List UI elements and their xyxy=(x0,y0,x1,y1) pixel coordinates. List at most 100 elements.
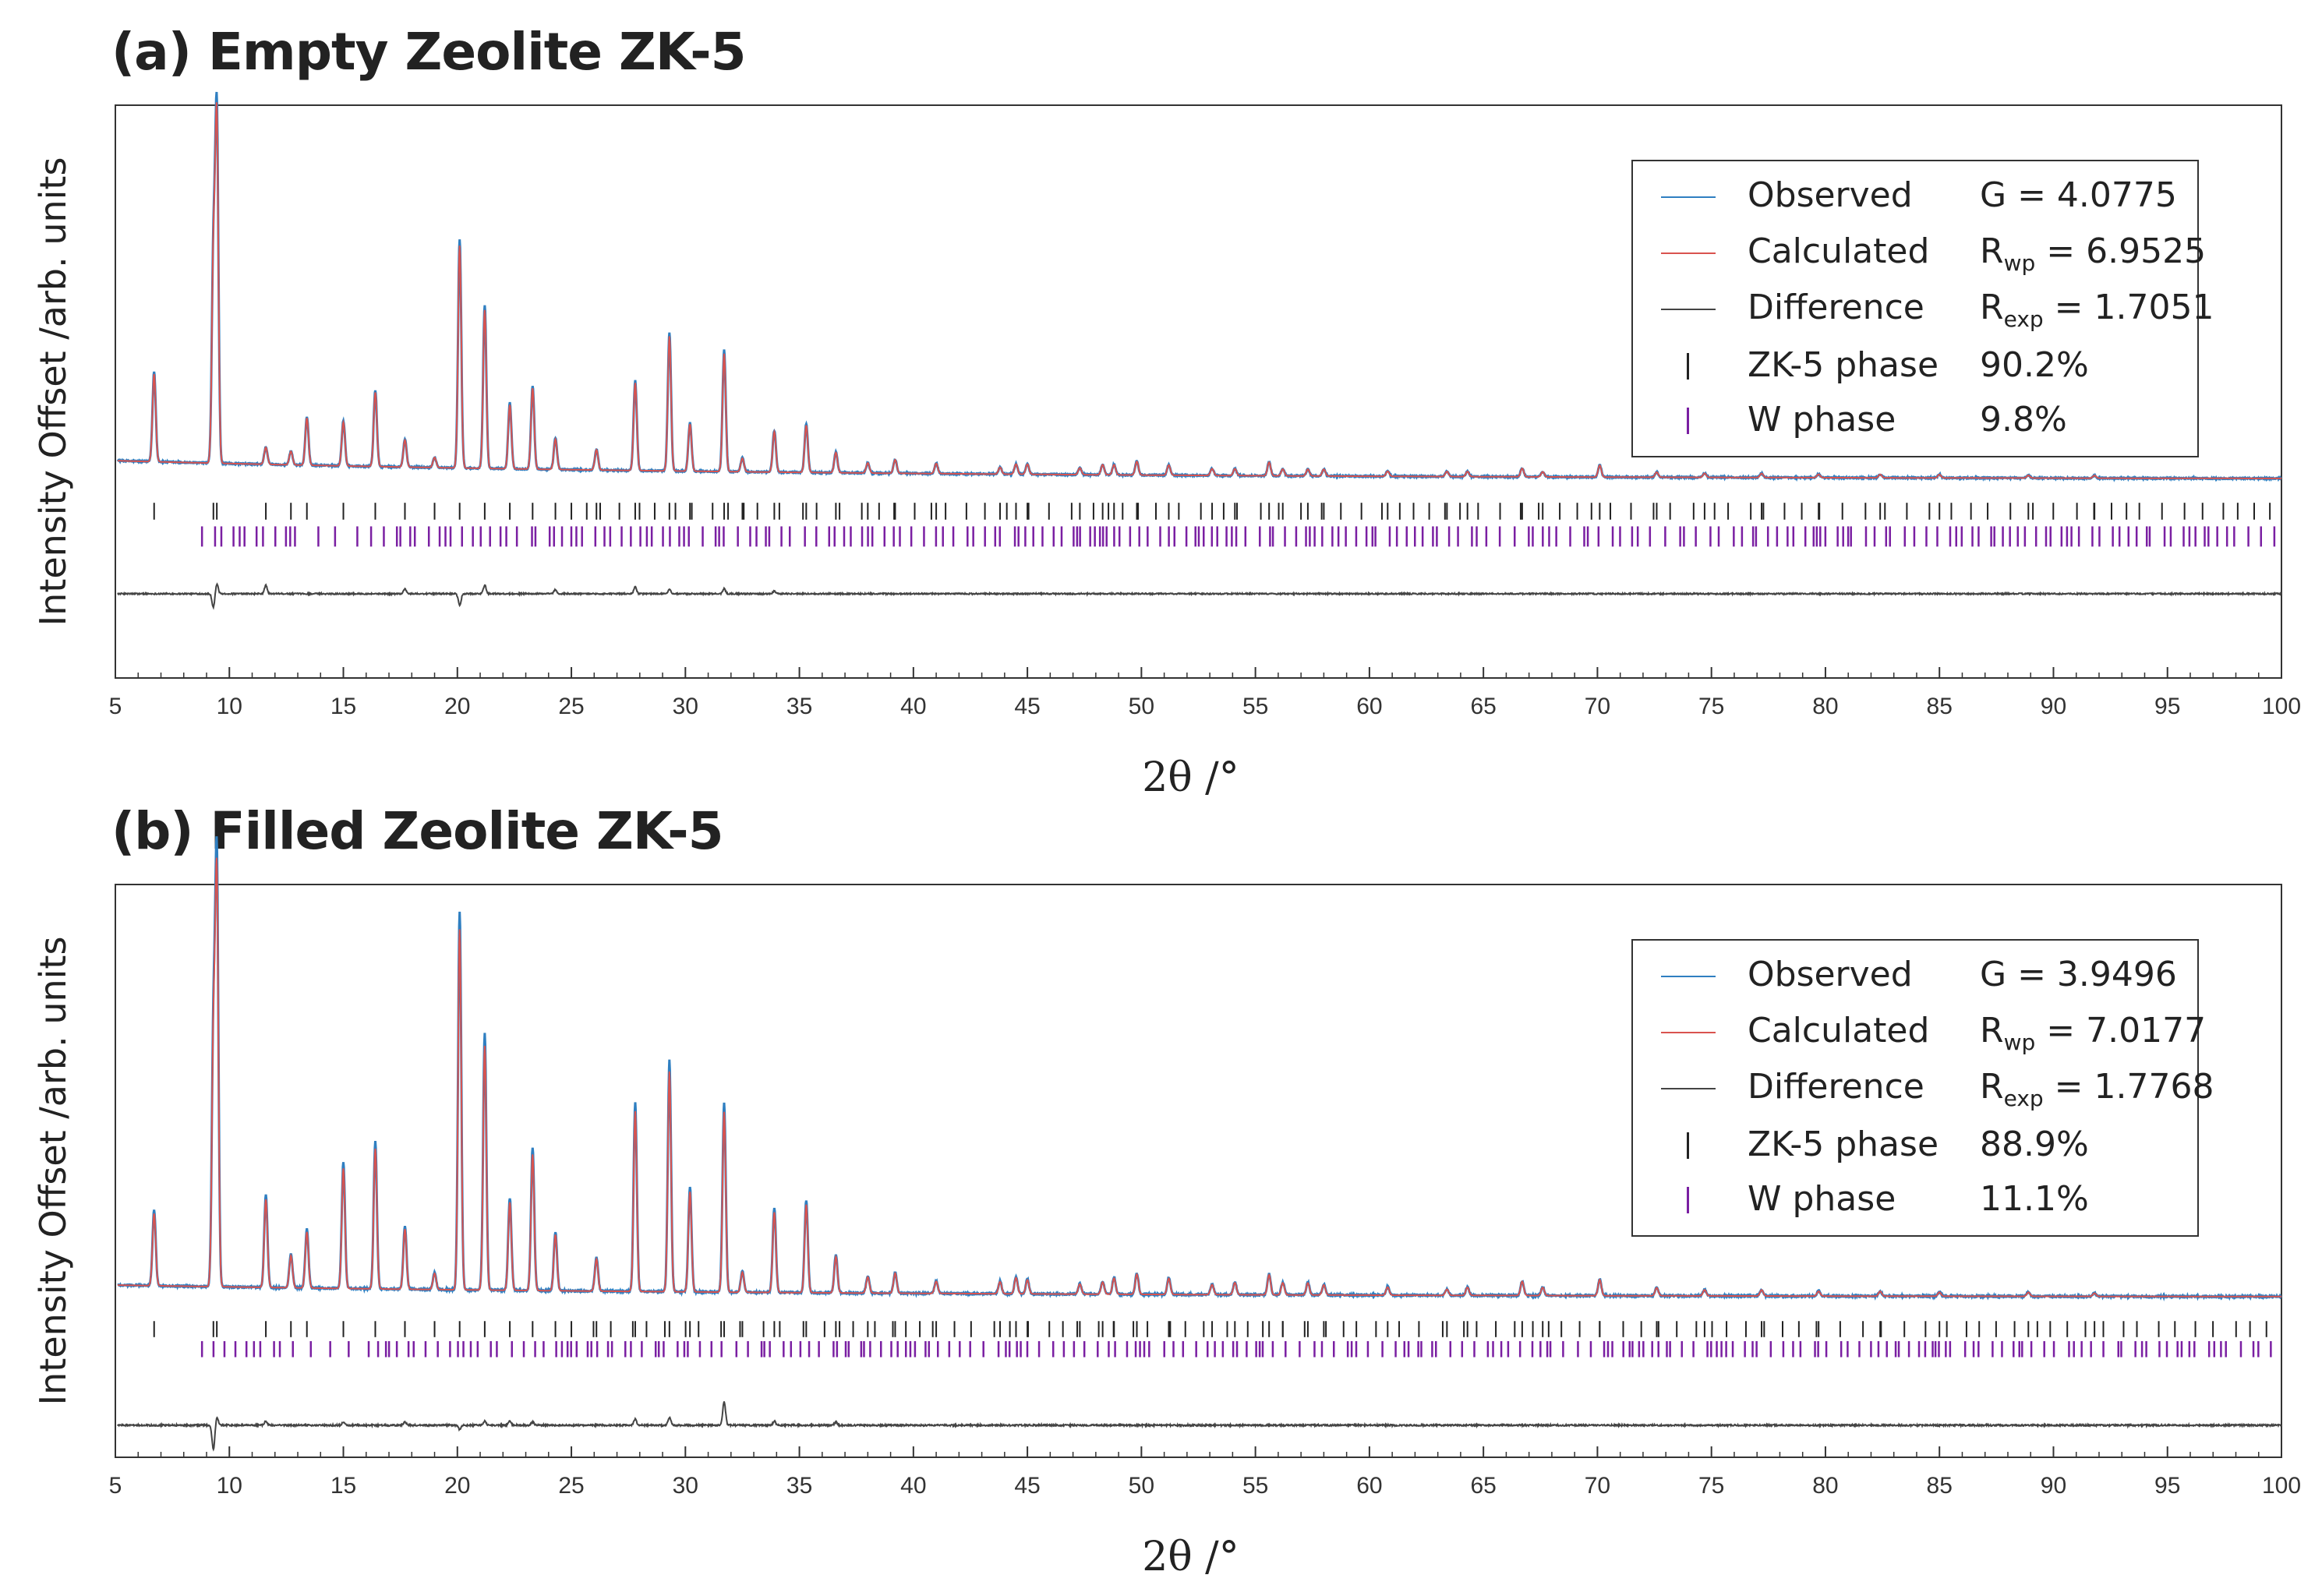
legend-label: Observed xyxy=(1748,955,1913,994)
x-tick-label: 45 xyxy=(1014,1473,1040,1499)
x-tick-label: 40 xyxy=(900,1473,926,1499)
rwp-subscript: wp xyxy=(2003,249,2036,276)
x-tick-label: 95 xyxy=(2154,694,2180,719)
w-tick-icon xyxy=(1687,408,1689,434)
zk5-tick-icon xyxy=(1687,353,1689,380)
x-tick-label: 60 xyxy=(1356,1473,1382,1499)
rexp-stat: Rexp = 1.7051 xyxy=(1980,288,2214,332)
rwp-stat: Rwp = 6.9525 xyxy=(1980,231,2207,276)
calculated-line-icon xyxy=(1661,1032,1716,1033)
rwp-subscript: wp xyxy=(2003,1029,2036,1055)
x-tick-label: 25 xyxy=(558,1473,584,1499)
x-tick-label: 70 xyxy=(1585,694,1610,719)
legend-w-phase: W phase 9.8% xyxy=(1633,395,2197,450)
x-tick-label: 55 xyxy=(1242,1473,1268,1499)
plot-frame xyxy=(115,884,2282,1458)
legend-label: Calculated xyxy=(1748,1011,1930,1050)
x-tick-label: 95 xyxy=(2154,1473,2180,1499)
x-tick-label: 85 xyxy=(1927,694,1953,719)
x-tick-label: 55 xyxy=(1242,694,1268,719)
x-tick-label: 70 xyxy=(1585,1473,1610,1499)
x-tick-label: 80 xyxy=(1812,1473,1838,1499)
x-tick-label: 85 xyxy=(1927,1473,1953,1499)
rexp-value: = 1.7768 xyxy=(2043,1067,2214,1107)
x-tick-label: 65 xyxy=(1470,694,1496,719)
x-tick-label: 30 xyxy=(673,1473,698,1499)
difference-line-icon xyxy=(1661,1088,1716,1089)
legend-difference: Difference Rexp = 1.7051 xyxy=(1633,283,2214,337)
w-fraction: 11.1% xyxy=(1980,1179,2089,1219)
zk5-fraction: 90.2% xyxy=(1980,345,2089,385)
x-axis-label: 2θ /° xyxy=(1142,1534,1239,1577)
legend-label: Observed xyxy=(1748,175,1913,215)
x-tick-label: 40 xyxy=(900,694,926,719)
x-tick-label: 10 xyxy=(217,694,242,719)
x-tick-label: 90 xyxy=(2041,1473,2066,1499)
x-tick-label: 60 xyxy=(1356,694,1382,719)
chart-title: (a) Empty Zeolite ZK-5 xyxy=(111,22,747,82)
legend-observed: Observed G = 4.0775 xyxy=(1633,171,2197,225)
legend-label: Calculated xyxy=(1748,231,1930,271)
x-tick-label: 65 xyxy=(1470,1473,1496,1499)
legend: Observed G = 4.0775 Calculated Rwp = 6.9… xyxy=(1631,160,2214,457)
x-tick-label: 15 xyxy=(330,1473,356,1499)
x-tick-label: 20 xyxy=(444,1473,470,1499)
legend-difference: Difference Rexp = 1.7768 xyxy=(1633,1062,2214,1117)
x-tick-label: 75 xyxy=(1698,1473,1724,1499)
legend-calculated: Calculated Rwp = 6.9525 xyxy=(1633,227,2206,281)
y-axis-label: Intensity Offset /arb. units xyxy=(32,157,74,627)
observed-line-icon xyxy=(1661,976,1716,977)
legend-label: Difference xyxy=(1748,1067,1924,1107)
panel-a: (a) Empty Zeolite ZK-5 5 10 15 20 25 30 35 40 45… xyxy=(32,22,2301,798)
x-tick-label: 35 xyxy=(786,694,812,719)
legend-label: Difference xyxy=(1748,288,1924,327)
w-tick-icon xyxy=(1687,1187,1689,1213)
x-tick-label: 50 xyxy=(1129,694,1154,719)
y-axis-label: Intensity Offset /arb. units xyxy=(32,937,74,1406)
difference-line-icon xyxy=(1661,309,1716,310)
rexp-subscript: exp xyxy=(2003,1085,2044,1111)
x-tick-label: 50 xyxy=(1129,1473,1154,1499)
goodness-of-fit: G = 4.0775 xyxy=(1980,175,2177,215)
legend-zk5-phase: ZK-5 phase 88.9% xyxy=(1633,1120,2197,1174)
chart-plot: 5 10 15 20 25 30 35 40 45 50 55 60 65 70 75 80 85 90 95 100… xyxy=(32,91,2301,798)
w-fraction: 9.8% xyxy=(1980,400,2067,440)
rwp-stat: Rwp = 7.0177 xyxy=(1980,1011,2207,1055)
legend-label: ZK-5 phase xyxy=(1748,1125,1939,1164)
legend: Observed G = 3.9496 Calculated Rwp = 7.0… xyxy=(1631,939,2214,1237)
rexp-value: = 1.7051 xyxy=(2043,288,2214,327)
difference-series xyxy=(117,582,2282,610)
x-tick-label: 30 xyxy=(673,694,698,719)
x-tick-label: 90 xyxy=(2041,694,2066,719)
x-tick-label: 100 xyxy=(2262,694,2301,719)
legend-label: ZK-5 phase xyxy=(1748,345,1939,385)
rexp-subscript: exp xyxy=(2003,305,2044,332)
calculated-line-icon xyxy=(1661,252,1716,254)
chart-plot: 5 10 15 20 25 30 35 40 45 50 55 60 65 70 75 80 85 90 95 100… xyxy=(32,836,2301,1577)
panel-b: (b) Filled Zeolite ZK-5 5 10 15 20 25 30 35 40 4… xyxy=(0,779,2322,1577)
rwp-value: = 6.9525 xyxy=(2035,231,2207,271)
calculated-series xyxy=(117,857,2281,1298)
legend-label: W phase xyxy=(1748,1179,1896,1219)
plot-frame xyxy=(115,104,2282,679)
x-tick-label: 35 xyxy=(786,1473,812,1499)
rexp-stat: Rexp = 1.7768 xyxy=(1980,1067,2214,1111)
x-tick-label: 75 xyxy=(1698,694,1724,719)
observed-line-icon xyxy=(1661,196,1716,198)
x-axis-label: 2θ /° xyxy=(1142,754,1239,798)
zk5-tick-icon xyxy=(1687,1132,1689,1159)
legend-calculated: Calculated Rwp = 7.0177 xyxy=(1633,1006,2206,1061)
rwp-value: = 7.0177 xyxy=(2035,1011,2207,1050)
x-tick-label: 10 xyxy=(217,1473,242,1499)
x-tick-label: 100 xyxy=(2262,1473,2301,1499)
calculated-series xyxy=(117,102,2281,479)
x-tick-label: 5 xyxy=(109,694,122,719)
x-tick-label: 5 xyxy=(109,1473,122,1499)
goodness-of-fit: G = 3.9496 xyxy=(1980,955,2177,994)
legend-w-phase: W phase 11.1% xyxy=(1633,1174,2197,1229)
x-tick-label: 25 xyxy=(558,694,584,719)
difference-series xyxy=(117,1401,2282,1452)
x-tick-label: 45 xyxy=(1014,694,1040,719)
x-tick-label: 15 xyxy=(330,694,356,719)
legend-observed: Observed G = 3.9496 xyxy=(1633,950,2197,1005)
